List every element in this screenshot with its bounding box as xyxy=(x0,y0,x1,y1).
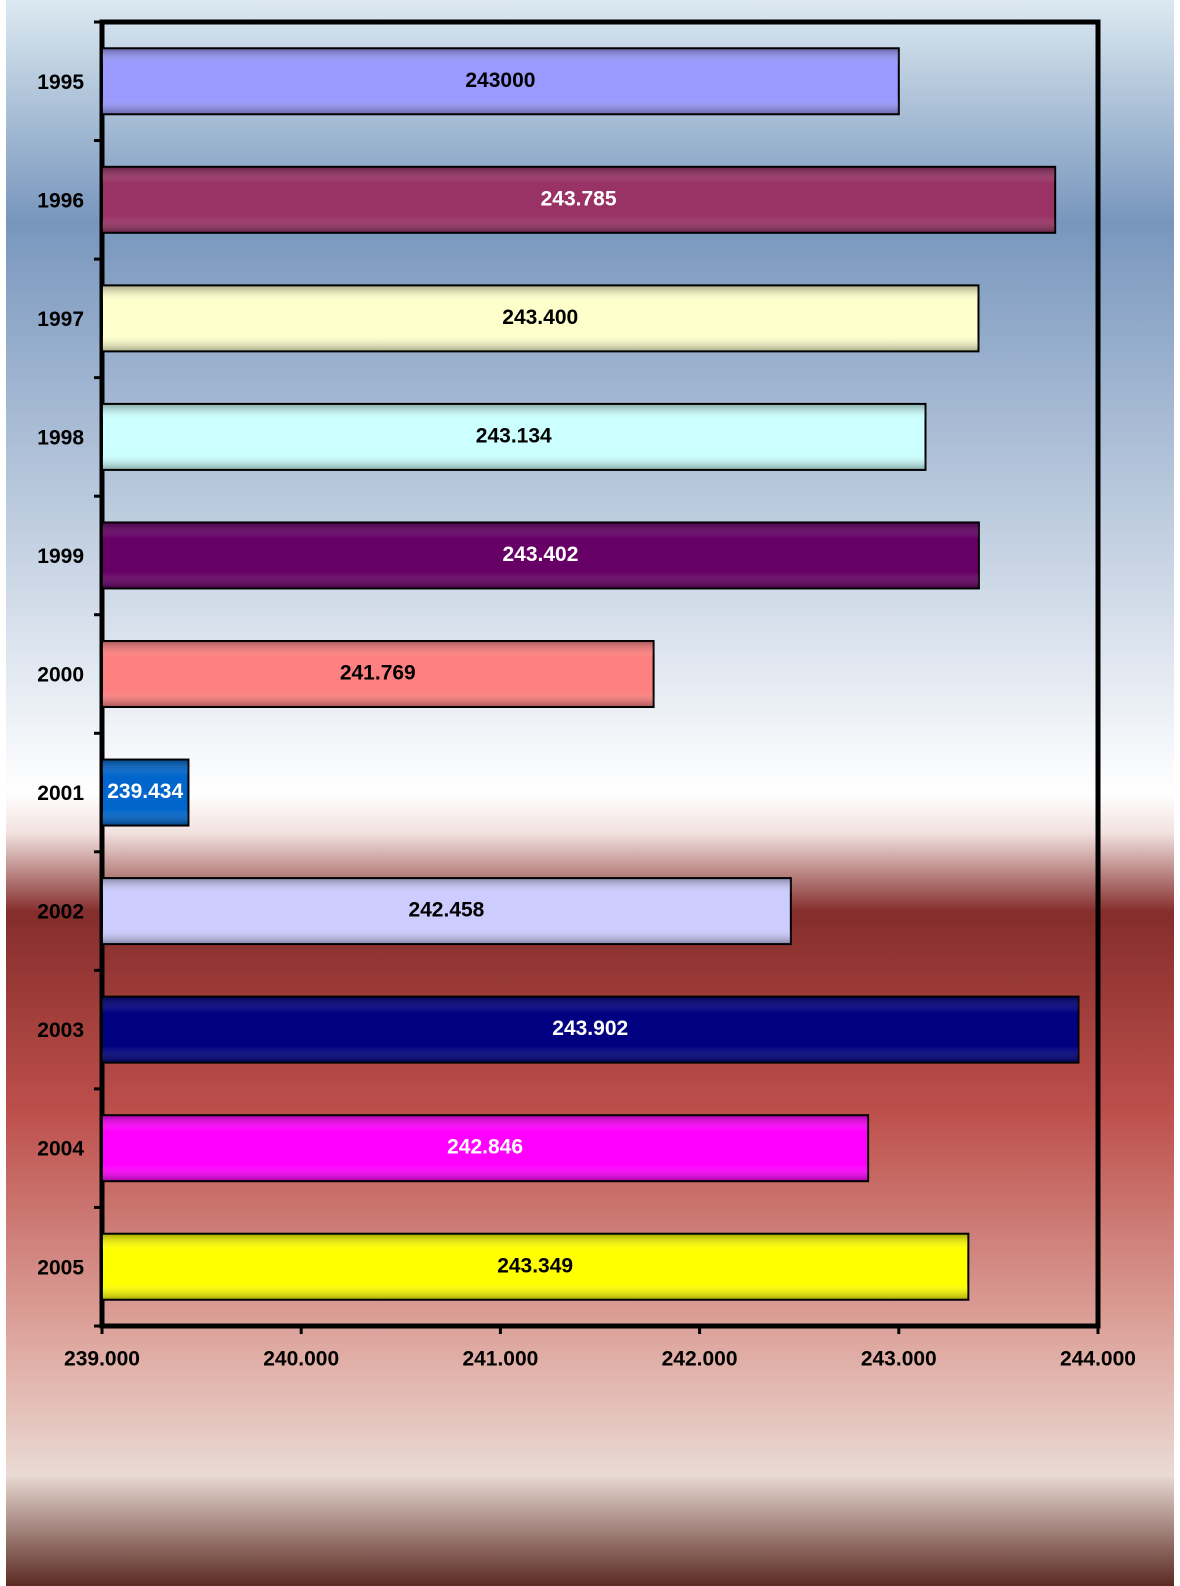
value-label: 243.134 xyxy=(476,424,552,447)
bar-shade xyxy=(102,285,979,352)
y-tick-label: 1999 xyxy=(37,545,84,568)
y-tick-label: 2003 xyxy=(37,1019,84,1042)
bar-shade xyxy=(102,641,654,707)
bar-shade xyxy=(102,1233,969,1300)
y-tick-label: 1998 xyxy=(37,426,84,449)
y-tick-label: 1997 xyxy=(37,308,84,331)
bar-shade xyxy=(102,759,189,826)
bar-shade xyxy=(102,878,791,945)
value-label: 242.458 xyxy=(408,899,484,922)
bar-shade xyxy=(102,166,1056,233)
bar-shade xyxy=(102,48,899,115)
x-tick-label: 239.000 xyxy=(64,1348,140,1371)
value-label: 243.400 xyxy=(502,306,578,329)
value-label: 243.402 xyxy=(502,543,578,566)
value-label: 243.785 xyxy=(541,187,617,210)
bar-shade xyxy=(102,522,979,589)
y-tick-label: 2004 xyxy=(37,1138,84,1161)
y-tick-label: 2005 xyxy=(37,1256,84,1279)
x-tick-label: 243.000 xyxy=(861,1348,937,1371)
x-tick-label: 242.000 xyxy=(662,1348,738,1371)
value-label: 241.769 xyxy=(340,662,416,685)
y-tick-label: 1996 xyxy=(37,189,84,212)
value-label: 243.902 xyxy=(552,1017,628,1040)
y-tick-label: 2000 xyxy=(37,664,84,687)
y-tick-label: 1995 xyxy=(37,71,84,94)
value-label: 239.434 xyxy=(107,780,183,803)
x-tick-label: 241.000 xyxy=(462,1348,538,1371)
bar-shade xyxy=(102,403,926,470)
y-tick-label: 2001 xyxy=(37,782,84,805)
value-label: 243000 xyxy=(465,69,535,92)
x-tick-label: 240.000 xyxy=(263,1348,339,1371)
y-tick-label: 2002 xyxy=(37,901,84,924)
bar-shade xyxy=(102,1115,869,1182)
value-label: 243.349 xyxy=(497,1254,573,1277)
x-tick-label: 244.000 xyxy=(1060,1348,1136,1371)
background xyxy=(6,0,1174,1586)
value-label: 242.846 xyxy=(447,1136,523,1159)
bar-shade xyxy=(102,996,1079,1063)
